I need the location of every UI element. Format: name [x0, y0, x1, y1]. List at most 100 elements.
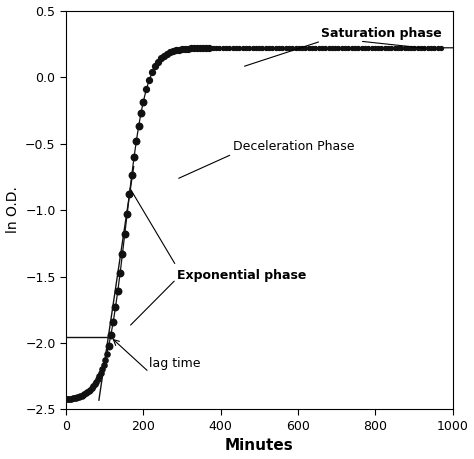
Point	[76, 392, 84, 400]
Point	[381, 44, 389, 51]
Point	[164, 50, 171, 57]
Point	[121, 230, 128, 238]
Text: Exponential phase: Exponential phase	[177, 269, 306, 281]
Point	[255, 44, 263, 51]
Point	[341, 44, 349, 51]
Point	[275, 44, 283, 51]
Point	[101, 356, 109, 364]
Point	[269, 44, 276, 51]
Point	[83, 389, 91, 396]
Point	[148, 68, 156, 76]
Point	[311, 44, 319, 51]
Point	[249, 44, 256, 51]
Point	[232, 44, 240, 51]
Point	[209, 44, 217, 51]
Point	[391, 44, 399, 51]
Point	[75, 393, 82, 401]
Point	[118, 250, 126, 257]
Point	[99, 365, 106, 373]
Point	[170, 47, 177, 55]
Point	[109, 318, 117, 325]
Point	[178, 45, 186, 53]
Point	[133, 137, 140, 145]
Point	[67, 395, 75, 402]
Point	[272, 44, 280, 51]
Point	[135, 123, 143, 130]
Point	[219, 44, 227, 51]
Point	[335, 44, 342, 51]
Point	[152, 62, 159, 70]
Point	[66, 395, 73, 403]
Point	[91, 381, 99, 388]
Point	[355, 44, 362, 51]
Point	[139, 98, 147, 106]
Point	[295, 44, 302, 51]
Point	[191, 45, 198, 52]
Point	[414, 44, 421, 51]
Point	[424, 44, 431, 51]
Point	[417, 44, 425, 51]
Point	[305, 44, 312, 51]
Point	[173, 47, 180, 54]
Point	[338, 44, 346, 51]
X-axis label: Minutes: Minutes	[225, 438, 293, 453]
Point	[252, 44, 260, 51]
Point	[63, 396, 71, 403]
Point	[407, 44, 415, 51]
Point	[97, 369, 104, 376]
Point	[368, 44, 375, 51]
Point	[199, 45, 207, 52]
Point	[202, 44, 210, 51]
Point	[92, 378, 100, 386]
Point	[72, 394, 80, 401]
Point	[427, 44, 435, 51]
Point	[70, 394, 78, 402]
Point	[123, 210, 131, 218]
Text: Deceleration Phase: Deceleration Phase	[233, 140, 355, 153]
Point	[182, 45, 189, 52]
Point	[420, 44, 428, 51]
Point	[212, 44, 220, 51]
Point	[143, 86, 150, 93]
Point	[64, 395, 72, 403]
Point	[301, 44, 309, 51]
Point	[292, 44, 299, 51]
Point	[410, 44, 418, 51]
Point	[161, 52, 168, 59]
Point	[321, 44, 329, 51]
Point	[328, 44, 336, 51]
Point	[401, 44, 409, 51]
Point	[95, 373, 103, 380]
Point	[331, 44, 339, 51]
Point	[116, 269, 124, 276]
Point	[82, 390, 90, 397]
Point	[345, 44, 352, 51]
Point	[184, 45, 192, 52]
Point	[430, 44, 438, 51]
Point	[242, 44, 250, 51]
Point	[73, 394, 81, 401]
Point	[279, 44, 286, 51]
Point	[85, 387, 93, 395]
Point	[193, 45, 201, 52]
Point	[374, 44, 382, 51]
Point	[175, 46, 183, 53]
Point	[105, 342, 112, 350]
Point	[166, 49, 174, 56]
Point	[365, 44, 372, 51]
Point	[318, 44, 326, 51]
Point	[282, 44, 290, 51]
Point	[146, 76, 153, 84]
Point	[236, 44, 243, 51]
Point	[371, 44, 379, 51]
Y-axis label: ln O.D.: ln O.D.	[6, 186, 19, 234]
Point	[87, 386, 94, 393]
Point	[298, 44, 306, 51]
Point	[239, 44, 246, 51]
Point	[358, 44, 365, 51]
Point	[246, 44, 253, 51]
Point	[348, 44, 356, 51]
Point	[259, 44, 266, 51]
Text: lag time: lag time	[149, 357, 201, 369]
Point	[112, 303, 119, 311]
